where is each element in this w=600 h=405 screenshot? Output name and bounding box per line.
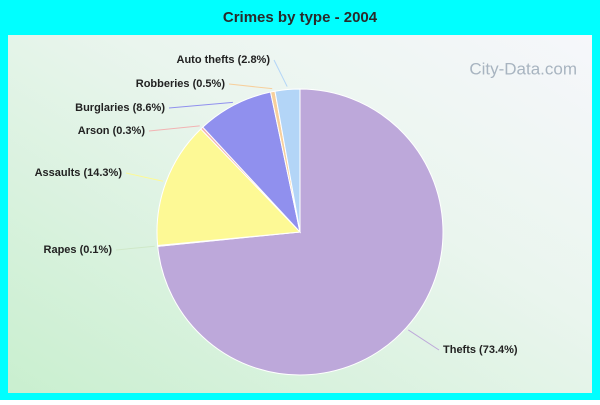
leader-line [125, 172, 164, 182]
data-label: Thefts (73.4%) [443, 344, 518, 356]
data-label: Rapes (0.1%) [44, 244, 113, 256]
data-label: Robberies (0.5%) [136, 78, 226, 90]
data-label: Arson (0.3%) [78, 125, 146, 137]
watermark: City-Data.com [469, 59, 577, 78]
leader-line [408, 329, 440, 351]
leader-line [273, 59, 288, 87]
data-label: Assaults (14.3%) [35, 167, 123, 179]
data-label: Auto thefts (2.8%) [177, 54, 271, 66]
leader-line [115, 245, 155, 251]
chart-title: Crimes by type - 2004 [223, 9, 378, 26]
leader-line [148, 125, 200, 132]
leader-line [168, 101, 233, 109]
data-label: Burglaries (8.6%) [75, 102, 165, 114]
leader-line [228, 83, 273, 90]
pie-slice [156, 128, 302, 247]
pie-slice [274, 88, 301, 233]
